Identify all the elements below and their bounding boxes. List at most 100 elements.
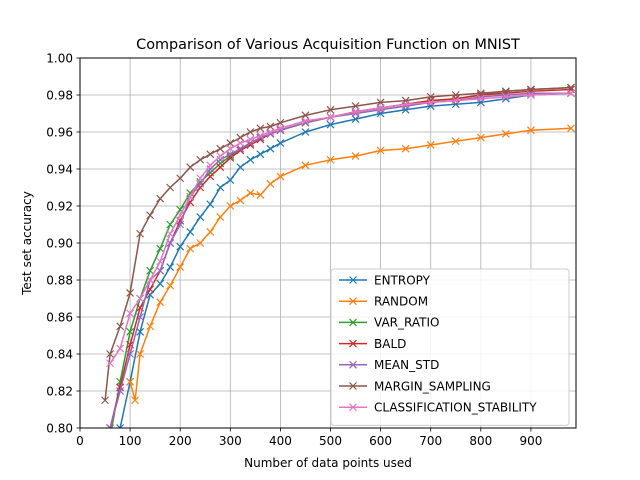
legend-label: MARGIN_SAMPLING <box>374 379 491 393</box>
x-tick-label: 200 <box>169 434 192 448</box>
data-point <box>567 89 575 98</box>
legend-label: BALD <box>374 337 406 351</box>
legend-marker <box>349 318 357 327</box>
data-point <box>196 174 205 183</box>
data-point <box>206 161 215 170</box>
data-point <box>236 139 245 148</box>
chart-title: Comparison of Various Acquisition Functi… <box>136 37 520 53</box>
legend-label: CLASSIFICATION_STABILITY <box>374 401 537 415</box>
legend-item: CLASSIFICATION_STABILITY <box>339 401 537 415</box>
data-point <box>301 111 310 120</box>
data-point <box>451 137 460 146</box>
y-tick-label: 0.84 <box>46 347 73 361</box>
data-point <box>156 279 165 288</box>
data-point <box>266 179 275 188</box>
data-point <box>126 289 135 297</box>
legend-marker <box>349 360 357 369</box>
data-point <box>116 344 125 353</box>
legend-label: RANDOM <box>374 295 428 309</box>
data-point <box>451 96 460 105</box>
data-point <box>166 183 175 192</box>
data-point <box>236 133 245 142</box>
legend-label: MEAN_STD <box>374 358 439 372</box>
data-point <box>246 189 255 197</box>
y-tick-label: 0.88 <box>46 273 73 287</box>
data-point <box>476 98 485 107</box>
data-point <box>501 129 510 138</box>
data-point <box>106 424 114 428</box>
legend-item: VAR_RATIO <box>339 316 439 330</box>
data-point <box>351 107 360 116</box>
data-point <box>176 263 185 271</box>
data-point <box>186 189 195 197</box>
data-point <box>526 91 535 99</box>
legend-marker <box>349 382 357 390</box>
data-point <box>116 322 125 331</box>
x-tick-label: 400 <box>269 434 292 448</box>
y-tick-label: 1.00 <box>46 51 73 65</box>
data-point <box>246 155 255 164</box>
data-point <box>426 141 435 149</box>
data-point <box>246 135 255 144</box>
x-tick-label: 700 <box>419 434 442 448</box>
data-point <box>176 242 185 251</box>
data-point <box>116 424 125 428</box>
y-axis-label: Test set accuracy <box>20 191 34 296</box>
data-point <box>166 263 175 271</box>
x-tick-label: 600 <box>369 434 392 448</box>
data-point <box>116 387 125 395</box>
data-point <box>196 239 205 247</box>
data-point <box>176 220 185 229</box>
series-classification-stability <box>106 89 575 368</box>
data-point <box>526 126 535 135</box>
legend-item: ENTROPY <box>339 273 431 287</box>
data-point <box>196 155 205 164</box>
data-point <box>326 120 335 129</box>
data-point <box>226 139 235 148</box>
data-point <box>451 100 460 109</box>
legend-item: BALD <box>339 337 406 351</box>
data-point <box>476 89 485 98</box>
x-tick-label: 500 <box>319 434 342 448</box>
data-point <box>526 85 535 94</box>
data-point <box>126 377 135 386</box>
data-point <box>236 163 245 172</box>
data-point <box>326 113 335 122</box>
data-point <box>206 165 215 173</box>
data-point <box>101 396 109 405</box>
data-point <box>266 144 275 153</box>
data-point <box>567 83 575 92</box>
data-point <box>156 298 165 307</box>
data-point <box>266 128 275 136</box>
y-tick-label: 0.96 <box>46 125 73 139</box>
series-margin-sampling <box>101 83 575 405</box>
legend-marker <box>349 297 357 306</box>
data-point <box>216 213 225 222</box>
data-point <box>426 98 435 107</box>
x-axis: 0 100 200 300 400 500 600 700 800 900 <box>76 428 542 448</box>
data-point <box>301 128 310 136</box>
data-point <box>196 213 205 222</box>
data-point <box>351 102 360 111</box>
data-point <box>186 244 195 253</box>
y-tick-label: 0.80 <box>46 421 73 435</box>
data-point <box>426 92 435 101</box>
data-point <box>106 359 114 368</box>
x-axis-label: Number of data points used <box>244 456 412 470</box>
x-tick-label: 900 <box>519 434 542 448</box>
data-point <box>426 102 435 111</box>
data-point <box>166 281 175 290</box>
y-tick-label: 0.90 <box>46 236 73 250</box>
data-point <box>206 200 215 209</box>
data-point <box>276 118 285 127</box>
series-line <box>104 86 572 401</box>
data-point <box>351 152 360 160</box>
y-tick-label: 0.92 <box>46 199 73 213</box>
data-point <box>226 144 235 153</box>
data-point <box>126 309 135 318</box>
data-point <box>186 192 195 201</box>
legend-label: VAR_RATIO <box>374 316 439 330</box>
data-point <box>126 350 135 358</box>
data-point <box>326 105 335 114</box>
data-point <box>146 322 155 331</box>
